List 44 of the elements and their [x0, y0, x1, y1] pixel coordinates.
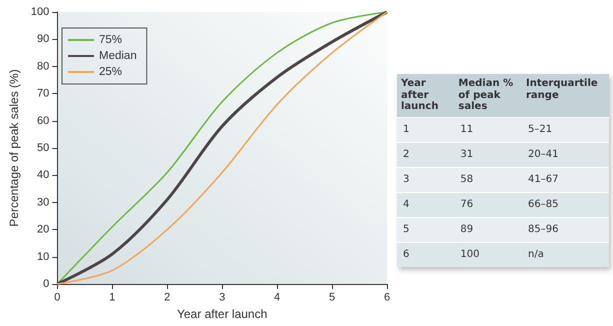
- text: 41–67: [522, 167, 609, 192]
- text: 2: [397, 142, 454, 167]
- x-tick-label: 1: [109, 292, 116, 304]
- text: 85–96: [522, 217, 609, 242]
- y-tick-label: 0: [43, 278, 50, 290]
- y-tick-label: 40: [37, 169, 50, 182]
- text: 58: [454, 167, 522, 192]
- x-tick-label: 4: [274, 292, 280, 304]
- legend-label: Median: [99, 50, 137, 62]
- y-tick-label: 20: [37, 224, 50, 236]
- text: 66–85: [522, 192, 609, 217]
- text: Median % of peak sales: [454, 74, 522, 117]
- text: 5: [397, 217, 454, 242]
- text: 20–41: [522, 142, 609, 167]
- y-axis-title: Percentage of peak sales (%): [7, 69, 21, 227]
- y-tick-label: 30: [37, 196, 50, 208]
- y-tick-label: 50: [37, 142, 50, 154]
- text: 100: [454, 242, 522, 266]
- y-tick-label: 10: [37, 250, 50, 263]
- legend-label: 25%: [99, 66, 122, 78]
- text: 5–21: [522, 117, 609, 142]
- y-tick-label: 80: [37, 60, 50, 72]
- x-tick-label: 0: [54, 292, 60, 304]
- text: Interquartile range: [522, 74, 609, 117]
- x-tick-label: 5: [328, 292, 336, 304]
- text: 4: [397, 192, 454, 217]
- text: 1: [397, 117, 454, 142]
- y-tick-label: 90: [37, 33, 50, 46]
- x-tick-label: 6: [384, 292, 390, 304]
- y-tick-label: 70: [37, 88, 50, 100]
- x-tick-label: 2: [164, 292, 170, 304]
- x-axis-title: Year after launch: [176, 306, 268, 321]
- legend-label: 75%: [99, 34, 122, 46]
- y-tick-label: 100: [30, 6, 50, 18]
- text: 31: [454, 142, 522, 167]
- y-tick-label: 60: [37, 114, 50, 127]
- text: 6: [397, 242, 454, 266]
- x-tick-label: 3: [219, 292, 226, 304]
- text: 11: [454, 117, 522, 142]
- text: 3: [397, 167, 454, 192]
- text: 89: [454, 217, 522, 242]
- text: 76: [454, 192, 522, 217]
- text: Year after launch: [397, 74, 454, 117]
- text: n/a: [522, 242, 609, 266]
